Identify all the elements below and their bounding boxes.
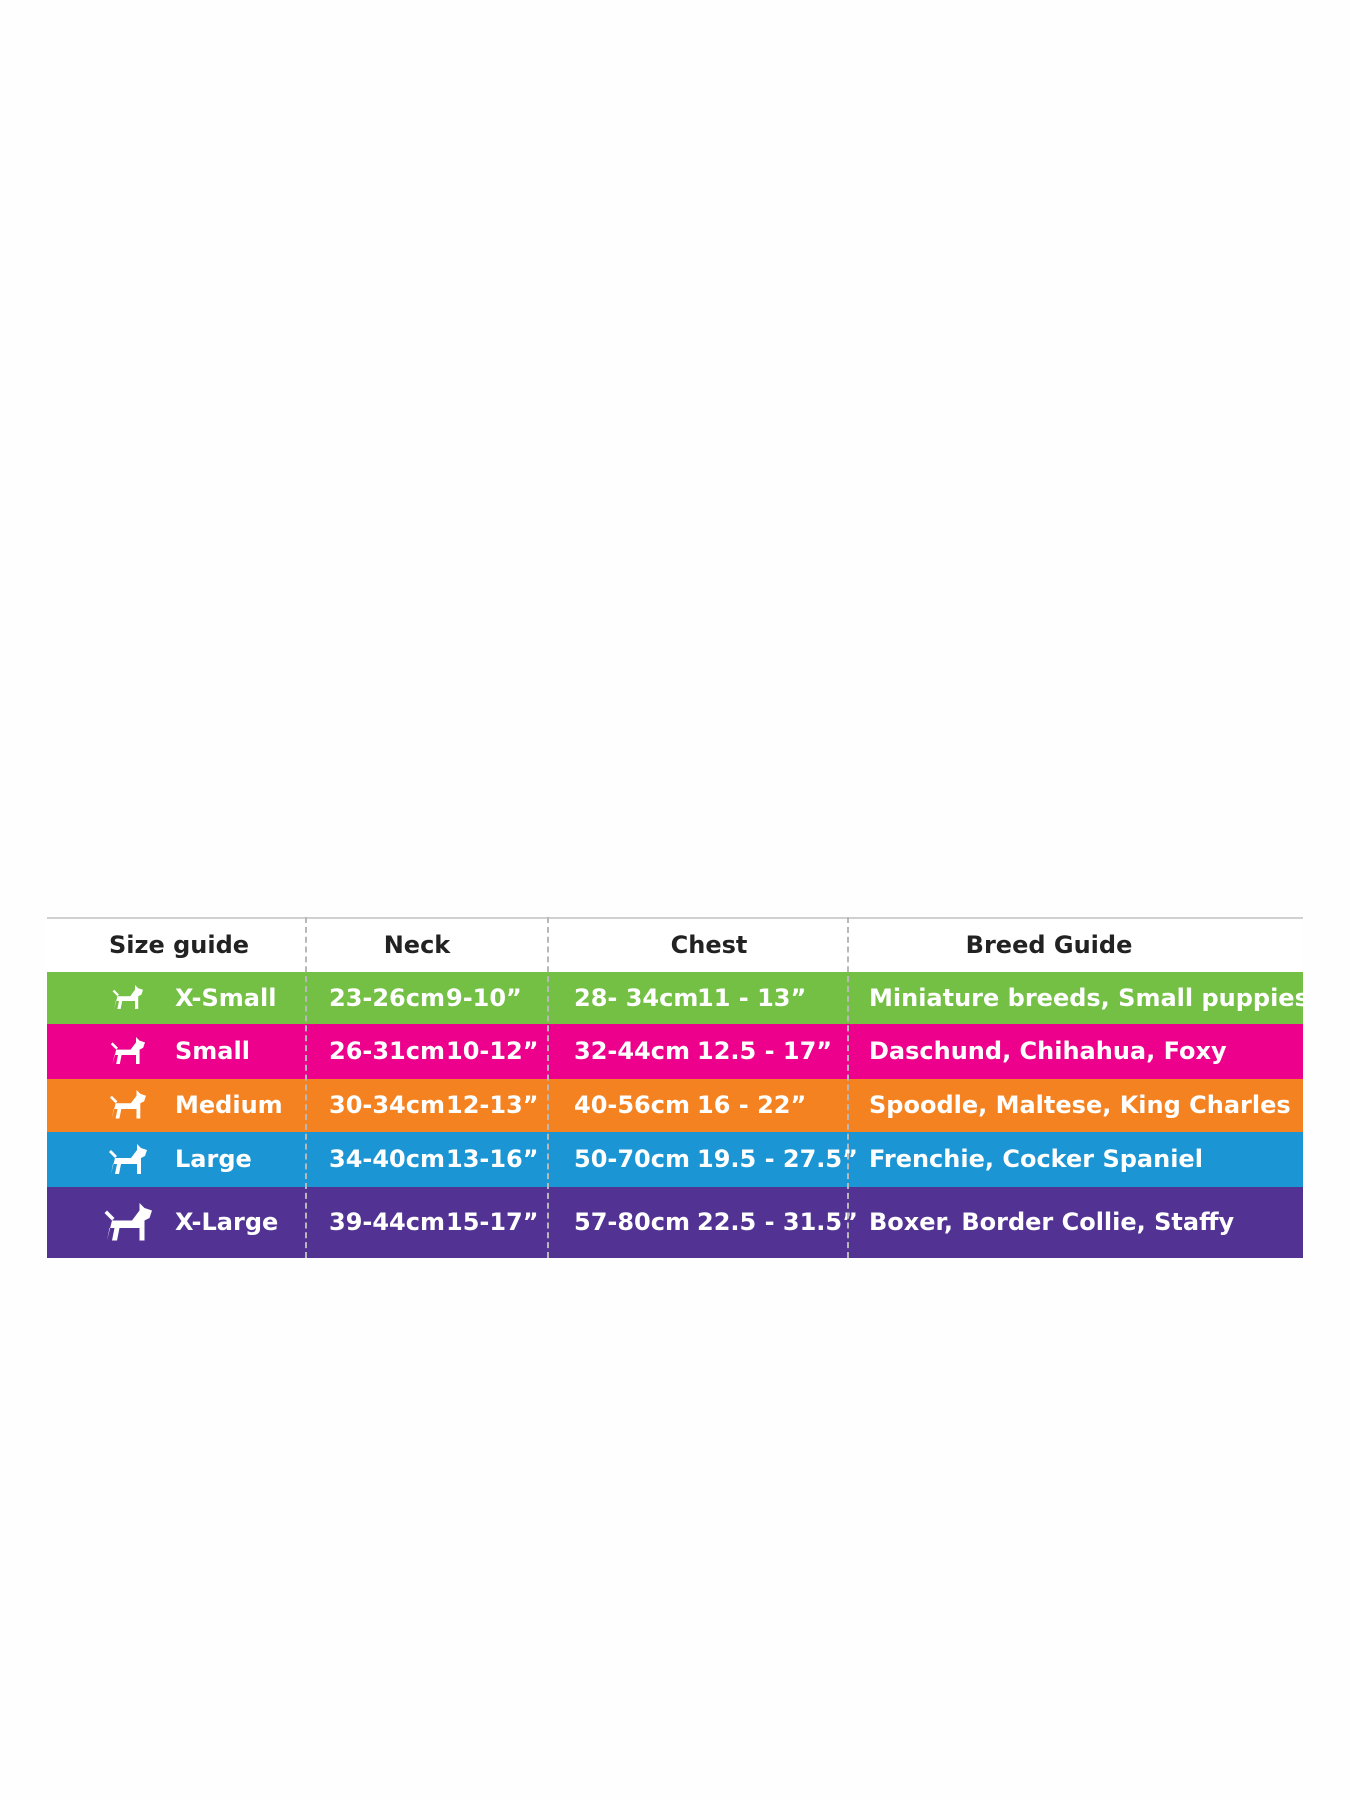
neck-in: 10-12” xyxy=(446,1037,539,1065)
size-label: X-Small xyxy=(175,984,277,1012)
header-cell: Breed Guide xyxy=(965,931,1133,959)
dog-icon xyxy=(112,985,143,1010)
breeds: Boxer, Border Collie, Staffy xyxy=(869,1208,1235,1236)
chest-cm: 32-44cm xyxy=(574,1037,690,1065)
size-label: Large xyxy=(175,1145,252,1173)
neck-in: 9-10” xyxy=(446,984,522,1012)
dog-icon xyxy=(109,1090,146,1119)
table-row: Large 34-40cm 13-16” 50-70cm 19.5 - 27.5” Fre… xyxy=(47,1132,1303,1187)
chest-cm: 28- 34cm xyxy=(574,984,699,1012)
chest-cm: 50-70cm xyxy=(574,1145,690,1173)
size-table: Size guide Neck Chest Breed Guide X-Smal… xyxy=(47,917,1309,1258)
chest-cm: 40-56cm xyxy=(574,1091,690,1119)
dog-icon xyxy=(104,1202,152,1240)
neck-cm: 30-34cm xyxy=(329,1091,445,1119)
size-label: Medium xyxy=(175,1091,283,1119)
header-cell: Chest xyxy=(670,931,748,959)
neck-in: 12-13” xyxy=(446,1091,539,1119)
dog-icon xyxy=(110,1037,145,1065)
neck-cm: 39-44cm xyxy=(329,1208,445,1236)
table-row: Medium 30-34cm 12-13” 40-56cm 16 - 22” Spoodl… xyxy=(47,1079,1303,1132)
table-row: X-Large 39-44cm 15-17” 57-80cm 22.5 - 31.5” B… xyxy=(47,1187,1303,1258)
header-row: Size guide Neck Chest Breed Guide xyxy=(47,917,1303,972)
chest-in: 12.5 - 17” xyxy=(697,1037,833,1065)
header-cell: Size guide xyxy=(108,931,250,959)
breeds: Miniature breeds, Small puppies xyxy=(869,984,1309,1012)
chest-in: 22.5 - 31.5” xyxy=(697,1208,858,1236)
breeds: Daschund, Chihahua, Foxy xyxy=(869,1037,1227,1065)
breeds: Spoodle, Maltese, King Charles xyxy=(869,1091,1291,1119)
breeds: Frenchie, Cocker Spaniel xyxy=(869,1145,1203,1173)
chest-in: 16 - 22” xyxy=(697,1091,807,1119)
chest-in: 11 - 13” xyxy=(697,984,807,1012)
chest-cm: 57-80cm xyxy=(574,1208,690,1236)
neck-in: 15-17” xyxy=(446,1208,539,1236)
column-divider xyxy=(305,917,307,1258)
neck-cm: 23-26cm xyxy=(329,984,445,1012)
column-divider xyxy=(547,917,549,1258)
column-divider xyxy=(847,917,849,1258)
table-row: Small 26-31cm 10-12” 32-44cm 12.5 - 17” Dasch… xyxy=(47,1024,1303,1079)
neck-cm: 26-31cm xyxy=(329,1037,445,1065)
chest-in: 19.5 - 27.5” xyxy=(697,1145,858,1173)
table-row: X-Small 23-26cm 9-10” 28- 34cm 11 - 13” Minia… xyxy=(47,972,1309,1024)
size-label: Small xyxy=(175,1037,250,1065)
header-cell: Neck xyxy=(383,931,451,959)
neck-in: 13-16” xyxy=(446,1145,539,1173)
dog-icon xyxy=(109,1143,147,1174)
neck-cm: 34-40cm xyxy=(329,1145,445,1173)
size-label: X-Large xyxy=(175,1208,279,1236)
